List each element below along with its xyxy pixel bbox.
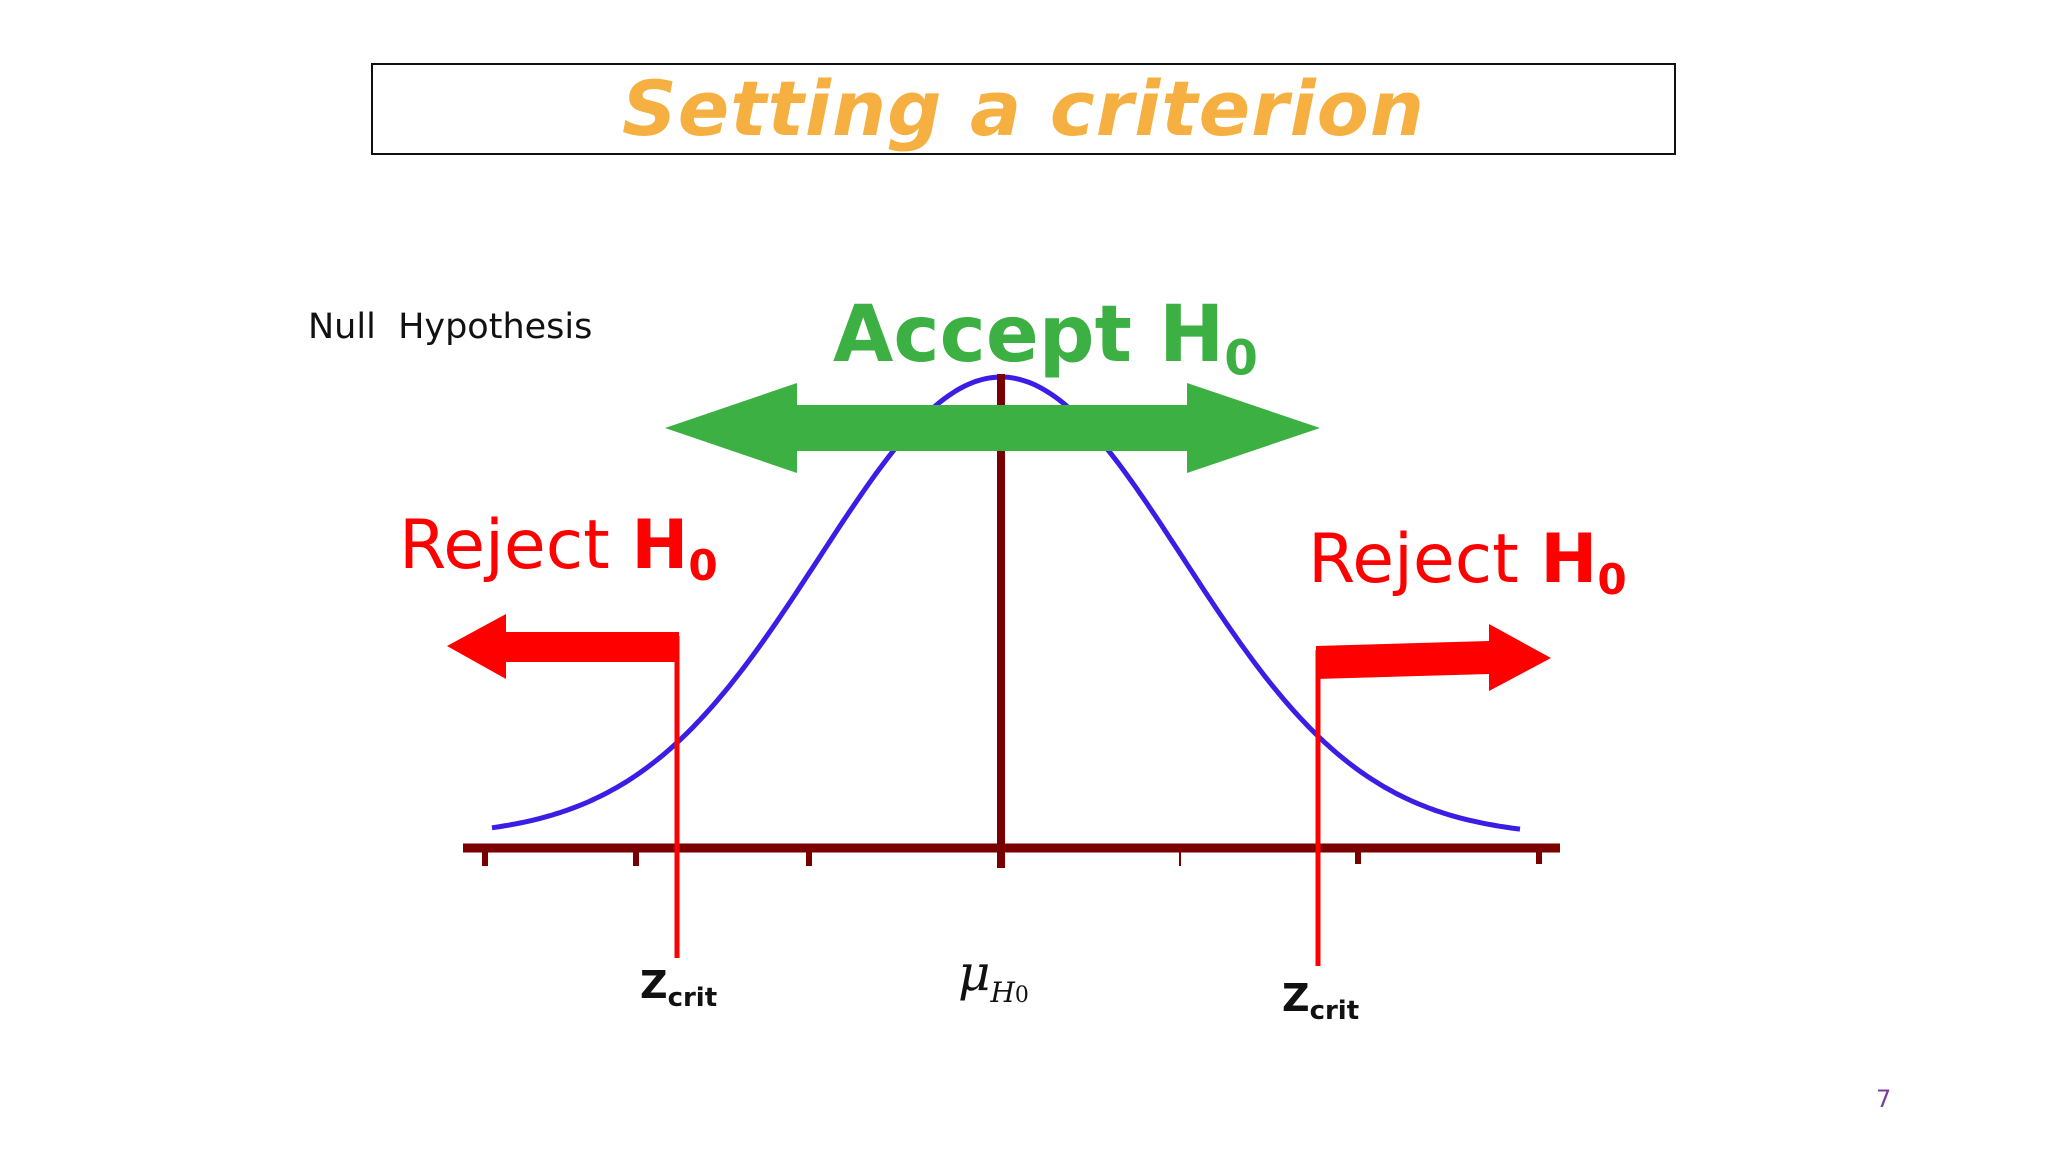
zcrit-left-z: Z: [640, 963, 668, 1007]
accept-text: Accept H: [833, 290, 1225, 380]
accept-h0-label: Accept H0: [833, 296, 1258, 383]
mu-h0-label: μH0: [958, 948, 1029, 1007]
reject-right-arrow: [1316, 624, 1551, 691]
title-box: Setting a criterion: [371, 63, 1676, 155]
reject-left-h: H: [631, 506, 689, 585]
accept-subscript: 0: [1224, 330, 1258, 387]
mu-sub-digit: 0: [1014, 983, 1029, 1008]
normal-curve: [491, 374, 1521, 832]
reject-left-subscript: 0: [688, 540, 718, 590]
zcrit-right-label: Zcrit: [1282, 979, 1359, 1024]
reject-left-text: Reject: [399, 506, 632, 585]
reject-right-h: H: [1540, 520, 1598, 599]
axis-ticks: [482, 845, 1542, 866]
reject-left-arrow: [447, 614, 679, 679]
mu-symbol: μ: [958, 944, 991, 1002]
zcrit-left-label: Zcrit: [640, 966, 717, 1011]
page-number: 7: [1876, 1085, 1892, 1113]
reject-h0-left-label: Reject H0: [399, 512, 718, 587]
reject-right-subscript: 0: [1597, 554, 1627, 604]
slide-title: Setting a criterion: [621, 64, 1425, 153]
reject-h0-right-label: Reject H0: [1308, 526, 1627, 601]
mu-sub-letter: H: [990, 976, 1015, 1009]
reject-right-text: Reject: [1308, 520, 1541, 599]
null-hypothesis-label: Null Hypothesis: [308, 307, 593, 347]
zcrit-right-subscript: crit: [1309, 996, 1360, 1026]
zcrit-right-z: Z: [1282, 976, 1310, 1020]
zcrit-left-subscript: crit: [667, 983, 718, 1013]
accept-double-arrow: [665, 383, 1320, 473]
